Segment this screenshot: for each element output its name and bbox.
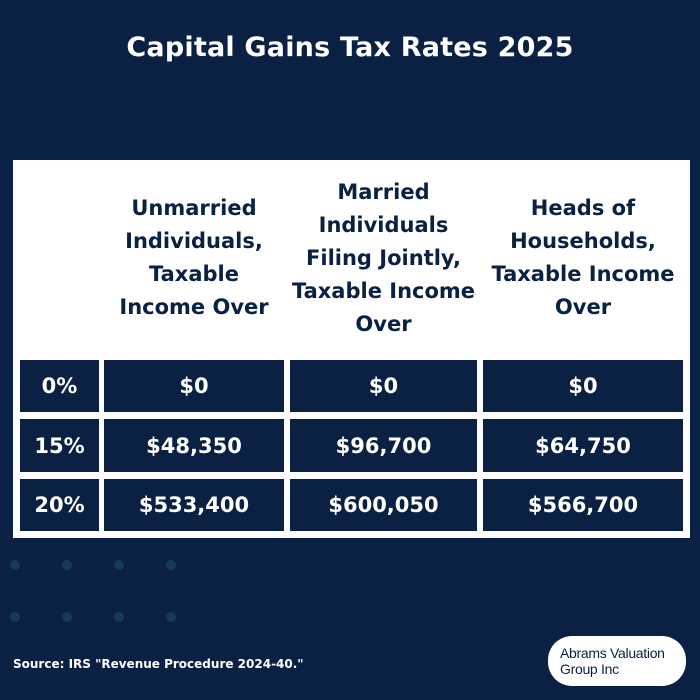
value-cell: $0 <box>290 360 477 412</box>
value-cell: $64,750 <box>483 419 683 472</box>
company-logo: Abrams Valuation Group Inc <box>548 636 686 686</box>
header-cell-unmarried: Unmarried Individuals, Taxable Income Ov… <box>119 196 269 319</box>
dot <box>166 560 176 570</box>
dot <box>10 560 20 570</box>
dot <box>62 560 72 570</box>
dot <box>114 612 124 622</box>
logo-line-1: Abrams Valuation <box>560 645 665 661</box>
rate-cell: 20% <box>20 479 99 531</box>
value-cell: $533,400 <box>104 479 284 531</box>
source-note: Source: IRS "Revenue Procedure 2024-40." <box>13 657 304 671</box>
rate-cell: 0% <box>20 360 99 412</box>
header-cell-heads-of-households: Heads of Households, Taxable Income Over <box>491 196 675 319</box>
dot <box>114 560 124 570</box>
logo-line-2: Group Inc <box>560 661 619 677</box>
page-title: Capital Gains Tax Rates 2025 <box>126 32 574 63</box>
dot <box>62 612 72 622</box>
value-cell: $0 <box>483 360 683 412</box>
value-cell: $96,700 <box>290 419 477 472</box>
value-cell: $48,350 <box>104 419 284 472</box>
dot <box>166 612 176 622</box>
tax-rate-table: Unmarried Individuals, Taxable Income Ov… <box>13 160 690 538</box>
header-cell-rate <box>13 160 99 356</box>
value-cell: $566,700 <box>483 479 683 531</box>
header-cell-married-jointly: Married Individuals Filing Jointly, Taxa… <box>291 179 476 336</box>
value-cell: $0 <box>104 360 284 412</box>
rate-cell: 15% <box>20 419 99 472</box>
dot <box>10 612 20 622</box>
value-cell: $600,050 <box>290 479 477 531</box>
